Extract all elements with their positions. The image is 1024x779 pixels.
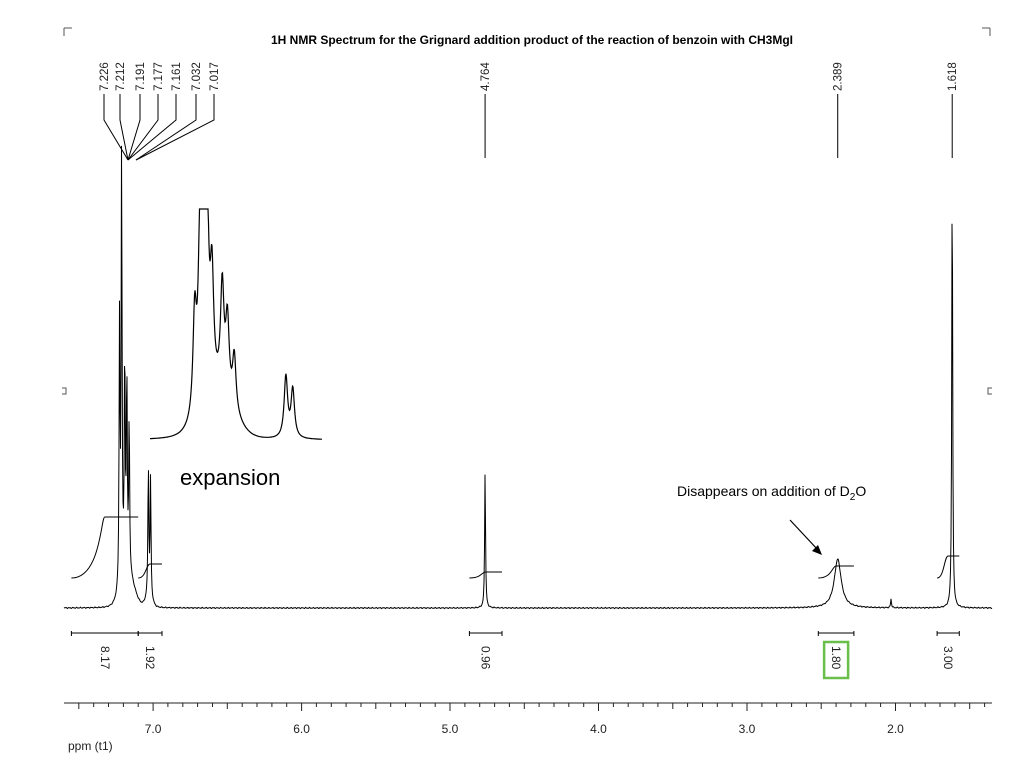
integral-bracket (137, 631, 163, 636)
highlight-box (822, 640, 850, 680)
integral-curve (71, 516, 139, 579)
peak-leader (119, 94, 129, 161)
peak-label: 7.177 (153, 62, 165, 91)
x-tick-label: 7.0 (145, 722, 162, 736)
peak-label: 7.161 (171, 62, 183, 91)
peak-label: 1.618 (947, 62, 959, 91)
frame-marks (62, 27, 992, 395)
peak-label: 4.764 (480, 62, 492, 91)
x-tick-label: 4.0 (590, 722, 607, 736)
x-tick-label: 5.0 (442, 722, 459, 736)
integral-curve (818, 565, 854, 579)
x-axis-ticks (78, 703, 986, 711)
peak-leader (135, 94, 197, 161)
peak-leader (135, 94, 215, 161)
peak-label: 2.389 (833, 62, 845, 91)
peak-label: 7.191 (135, 62, 147, 91)
d2o-arrow (789, 519, 822, 555)
peak-leader-lines (103, 94, 953, 161)
peak-label: 7.212 (115, 62, 127, 91)
x-axis-tick-labels: 7.0 6.0 5.0 4.0 3.0 2.0 (145, 722, 904, 736)
integral-bracket (70, 631, 139, 636)
d2o-annotation-subscript: 2 (850, 492, 856, 503)
expansion-label: expansion (180, 465, 280, 490)
integral-value: 1.80 (829, 646, 843, 670)
expansion-inset-trace (149, 208, 322, 440)
x-tick-label: 6.0 (293, 722, 310, 736)
d2o-annotation-text: Disappears on addition of D (677, 483, 850, 499)
peak-leader (127, 94, 177, 161)
peak-label: 7.226 (99, 62, 111, 91)
integral-value: 1.92 (143, 646, 157, 670)
peak-leader (127, 94, 159, 161)
integral-value: 3.00 (941, 646, 955, 670)
x-axis-title: ppm (t1) (68, 739, 113, 753)
x-tick-label: 3.0 (739, 722, 756, 736)
chart-title: 1H NMR Spectrum for the Grignard additio… (271, 33, 793, 47)
integral-curve (936, 555, 960, 579)
integral-curves (71, 516, 960, 579)
integral-bracket (468, 631, 503, 636)
x-tick-label: 2.0 (887, 722, 904, 736)
peak-label: 7.017 (209, 62, 221, 91)
integral-label-group: 8.17 1.92 0.96 1.80 3.00 (98, 646, 955, 670)
d2o-annotation-tail: O (855, 483, 866, 499)
integral-curve (469, 571, 502, 579)
peak-label-group: 7.226 7.212 7.191 7.177 7.161 7.032 7.017 4.764… (99, 62, 959, 91)
peak-leader (127, 94, 141, 161)
integral-value: 0.96 (479, 646, 493, 670)
integral-curve (138, 563, 162, 579)
peak-leader (103, 94, 129, 161)
spectrum-trace (63, 145, 993, 610)
peak-label: 7.032 (191, 62, 203, 91)
d2o-annotation: Disappears on addition of D2O (677, 483, 866, 503)
integral-bracket (936, 631, 960, 636)
integral-brackets (70, 631, 960, 680)
integral-value: 8.17 (98, 646, 112, 670)
integral-bracket (817, 631, 855, 636)
